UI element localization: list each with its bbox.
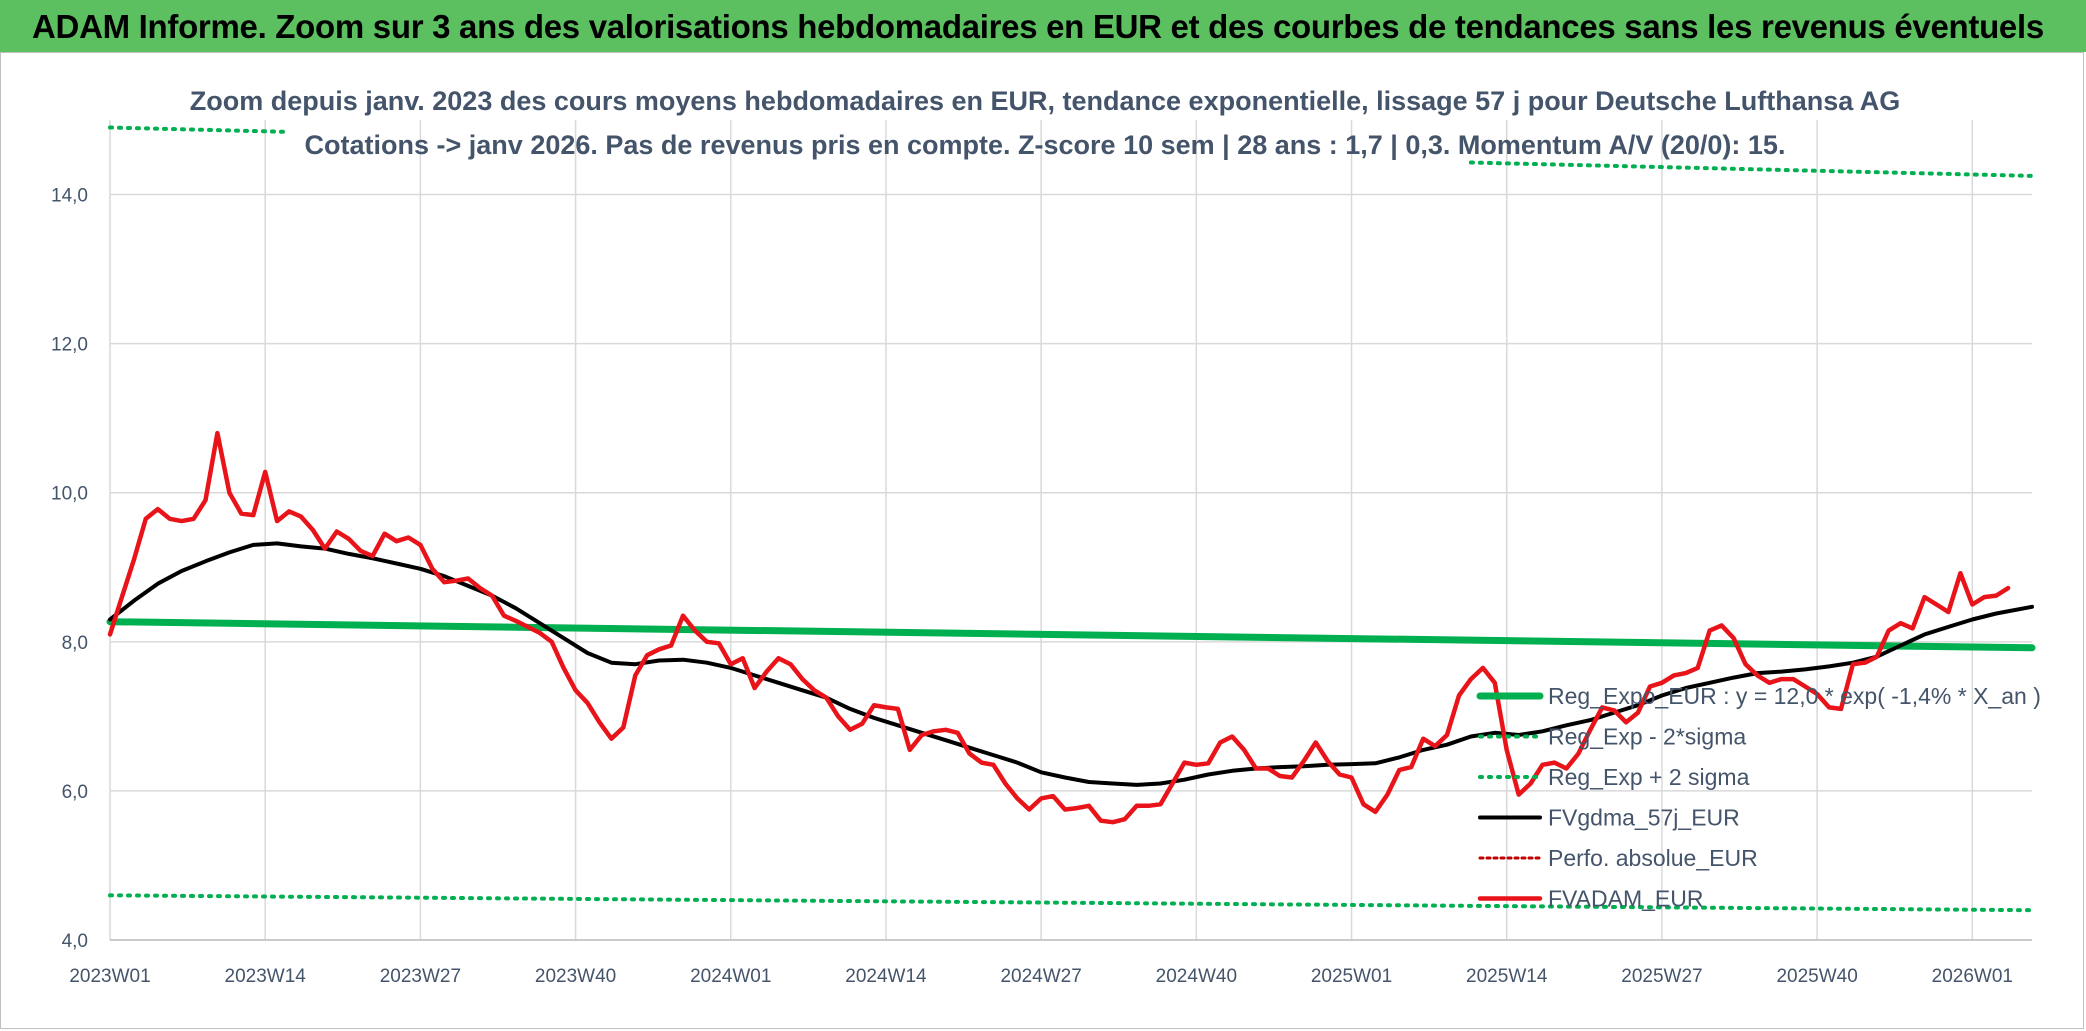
- chart-frame: [0, 52, 2084, 1029]
- lower-sigma-line: [108, 893, 2034, 913]
- fvgdma-line: [108, 541, 2034, 787]
- x-tick-label: 2023W01: [69, 966, 150, 987]
- chart-title-line1: Zoom depuis janv. 2023 des cours moyens …: [190, 86, 1900, 116]
- regression-line: [106, 618, 2036, 652]
- y-tick-label: 12,0: [51, 335, 88, 356]
- chart-legend: Reg_Expo_EUR : y = 12,0 * exp( -1,4% * X…: [1476, 683, 2041, 912]
- series-lines: [106, 125, 2036, 913]
- y-tick-label: 6,0: [62, 782, 88, 803]
- y-tick-label: 14,0: [51, 186, 88, 207]
- y-tick-label: 8,0: [62, 633, 88, 654]
- upper-sigma-line: [1468, 160, 2034, 178]
- x-tick-label: 2026W01: [1932, 966, 2013, 987]
- upper-sigma-line: [108, 125, 292, 134]
- legend-label: FVgdma_57j_EUR: [1548, 805, 1740, 831]
- legend-label: Reg_Exp - 2*sigma: [1548, 724, 1746, 750]
- x-tick-label: 2024W27: [1000, 966, 1081, 987]
- x-tick-label: 2025W01: [1311, 966, 1392, 987]
- report-title: ADAM Informe. Zoom sur 3 ans des valoris…: [32, 8, 2044, 45]
- report-header: ADAM Informe. Zoom sur 3 ans des valoris…: [0, 0, 2086, 52]
- legend-label: FVADAM_EUR: [1548, 886, 1704, 912]
- gridlines: [109, 120, 2032, 941]
- legend-label: Perfo. absolue_EUR: [1548, 845, 1758, 871]
- x-tick-label: 2025W40: [1776, 966, 1857, 987]
- y-axis-ticks: 4,0 6,0 8,0 10,0 12,0 14,0: [51, 186, 88, 952]
- chart-title-line2: Cotations -> janv 2026. Pas de revenus p…: [305, 130, 1786, 160]
- x-tick-label: 2023W40: [535, 966, 616, 987]
- legend-label: Reg_Expo_EUR : y = 12,0 * exp( -1,4% * X…: [1548, 683, 2041, 709]
- legend-label: Reg_Exp + 2 sigma: [1548, 764, 1750, 790]
- x-tick-label: 2025W14: [1466, 966, 1548, 987]
- x-tick-label: 2023W14: [225, 966, 307, 987]
- y-tick-label: 4,0: [62, 931, 88, 952]
- x-tick-label: 2024W14: [845, 966, 927, 987]
- x-tick-label: 2025W27: [1621, 966, 1702, 987]
- x-tick-label: 2024W01: [690, 966, 771, 987]
- y-tick-label: 10,0: [51, 484, 88, 505]
- fvadam-line: [107, 430, 2011, 825]
- x-tick-label: 2024W40: [1156, 966, 1237, 987]
- x-tick-label: 2023W27: [380, 966, 461, 987]
- x-axis-ticks: 2023W01 2023W14 2023W27 2023W40 2024W01 2024W…: [69, 966, 2013, 987]
